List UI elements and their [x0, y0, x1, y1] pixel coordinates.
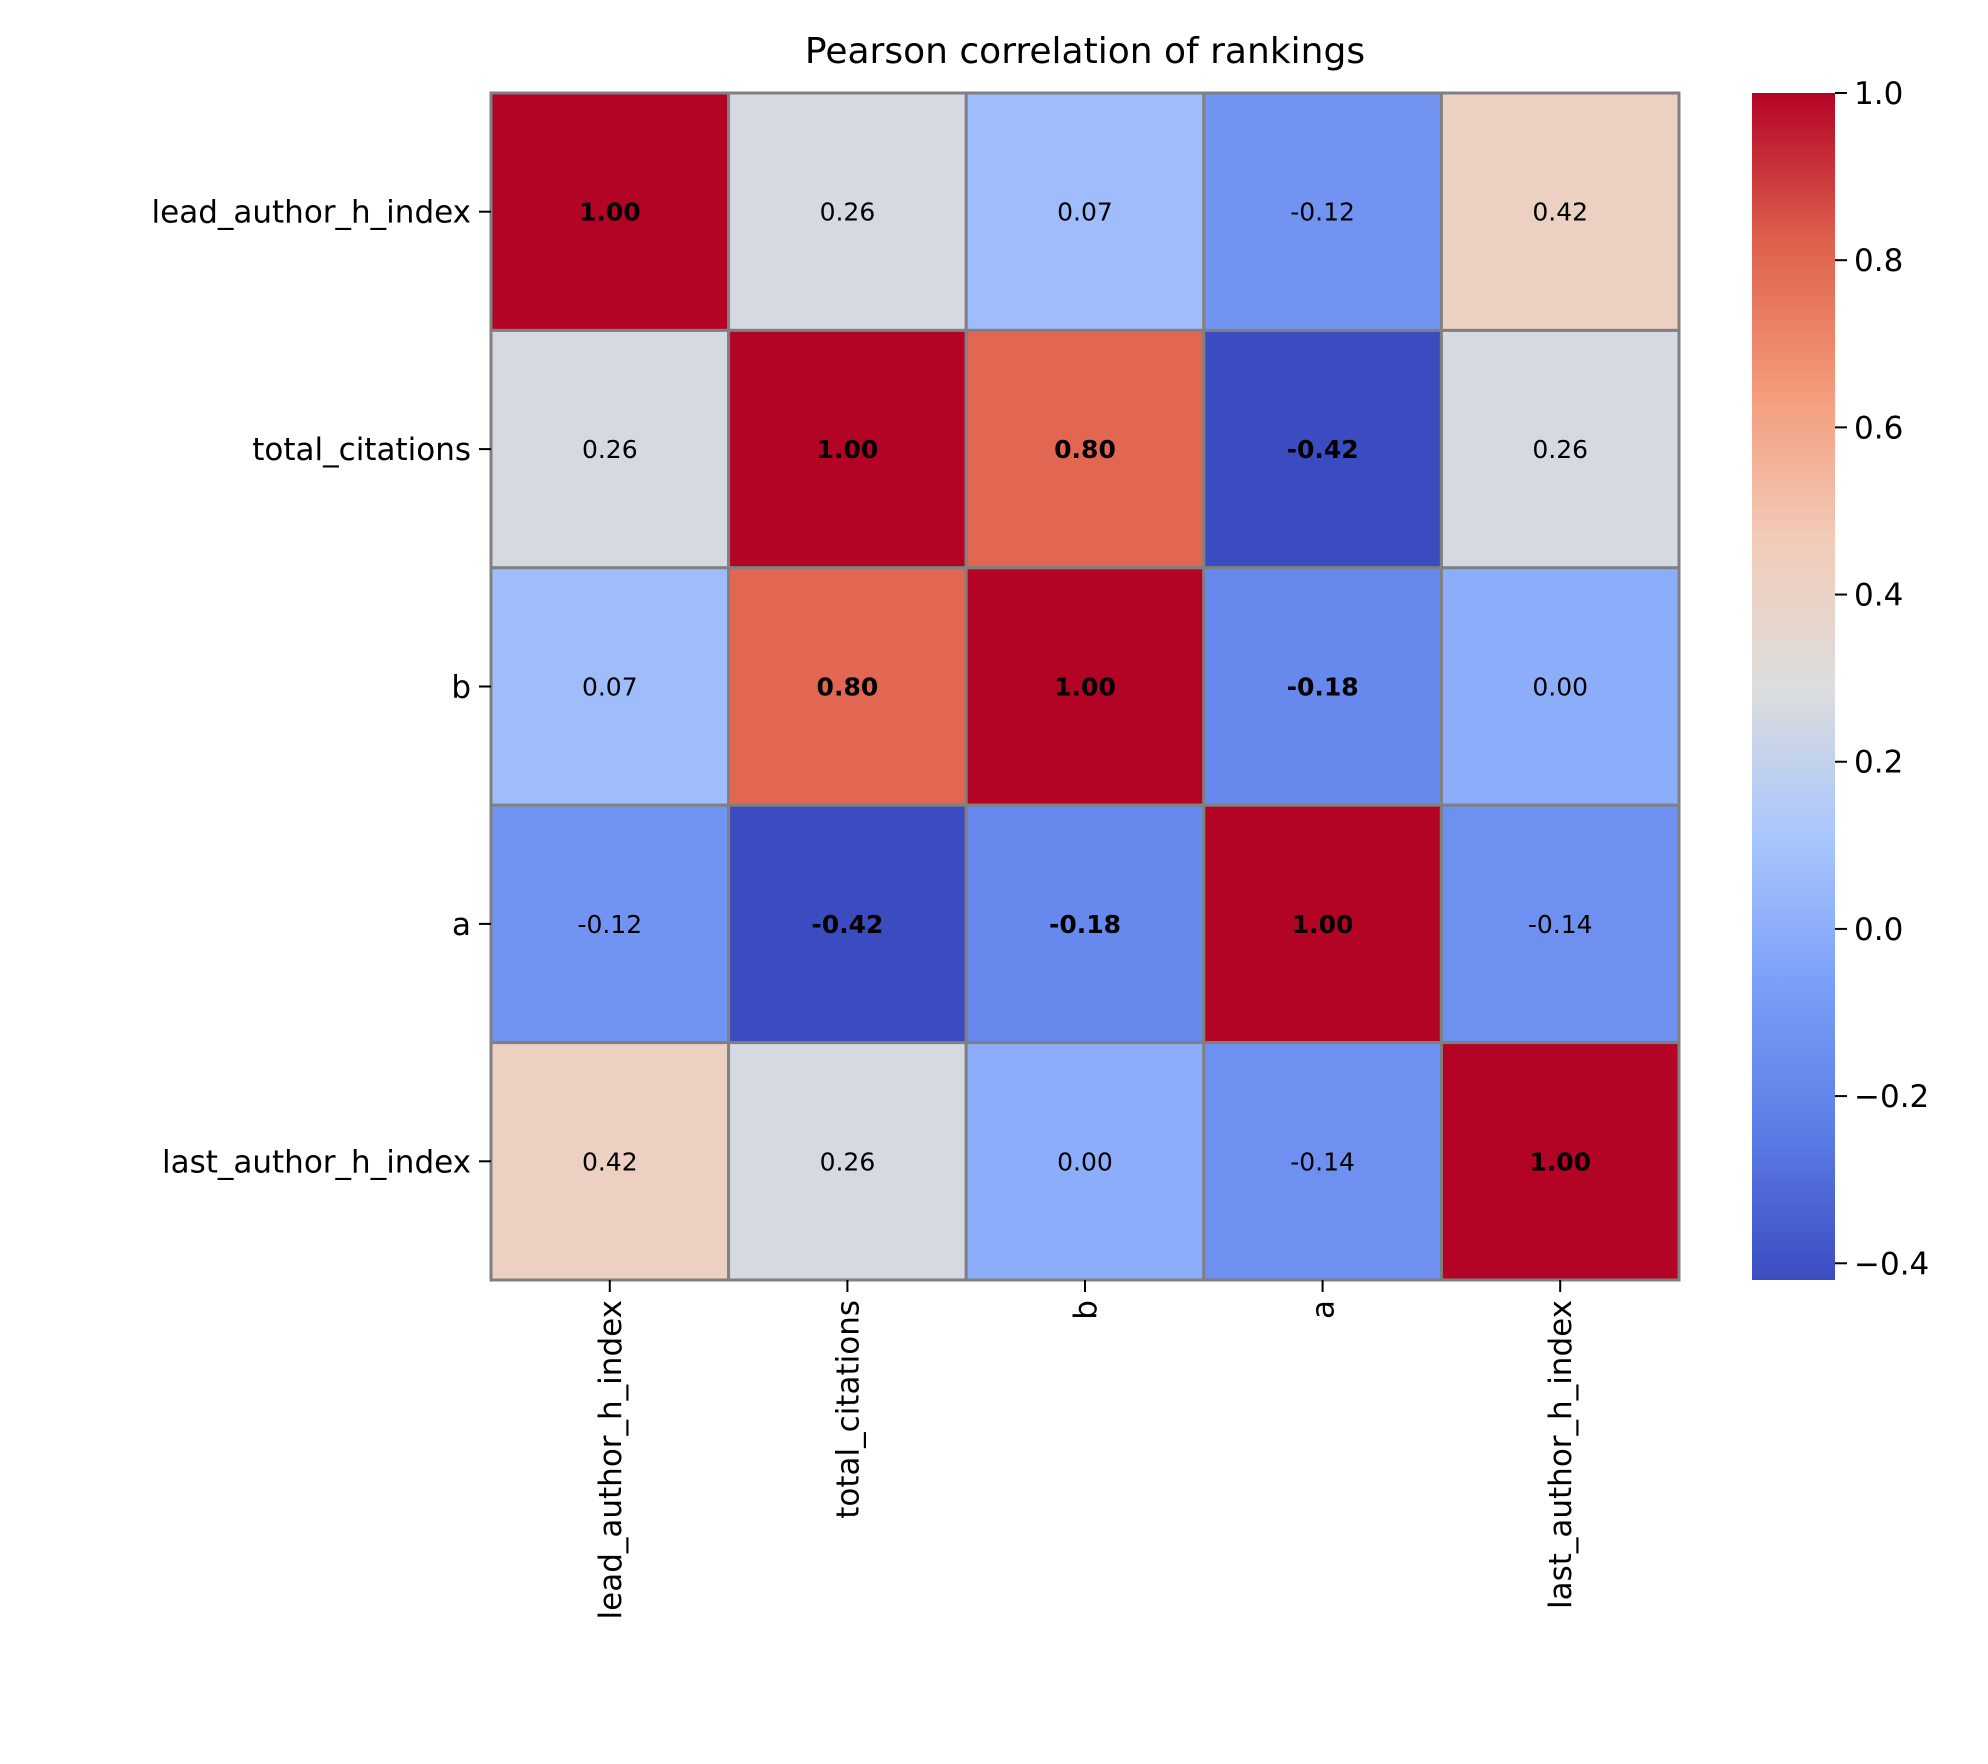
cell-annotation: -0.14	[1528, 910, 1593, 939]
heatmap-cell	[1439, 91, 1681, 332]
cell-annotation: 0.26	[820, 198, 876, 227]
cell-annotation: 1.00	[817, 435, 879, 464]
heatmap-cell	[964, 91, 1206, 332]
y-tick-label: total_citations	[252, 432, 471, 468]
y-tick-label: b	[451, 670, 471, 706]
heatmap-cell	[1202, 803, 1443, 1045]
heatmap-cell	[727, 803, 968, 1045]
cell-annotation: 0.26	[820, 1147, 876, 1176]
x-tick-label: total_citations	[830, 1300, 866, 1519]
colorbar-tick-label: 0.0	[1854, 912, 1903, 948]
cell-annotation: -0.12	[577, 910, 642, 939]
heatmap-cell	[1439, 803, 1681, 1045]
chart-title: Pearson correlation of rankings	[805, 31, 1365, 72]
cell-annotation: 0.80	[1054, 435, 1116, 464]
heatmap-cell	[964, 1041, 1206, 1282]
cell-annotation: -0.42	[1287, 435, 1359, 464]
x-tick-label: b	[1068, 1300, 1104, 1320]
cell-annotation: 0.26	[582, 435, 638, 464]
x-tick-label: a	[1306, 1300, 1342, 1319]
cell-annotation: 0.00	[1057, 1147, 1113, 1176]
cell-annotation: 0.07	[582, 673, 638, 702]
cell-annotation: 1.00	[579, 198, 641, 227]
colorbar-tick-label: 0.4	[1854, 578, 1903, 614]
heatmap-cell	[727, 91, 968, 332]
cell-annotation: -0.12	[1290, 198, 1355, 227]
heatmap-cell	[1202, 91, 1443, 332]
heatmap-cell	[489, 1041, 731, 1282]
colorbar-tick-label: 0.2	[1854, 745, 1903, 781]
heatmap-cell	[727, 566, 968, 807]
heatmap-cell	[489, 328, 731, 570]
colorbar-tick-label: −0.4	[1854, 1246, 1929, 1282]
y-tick-label: last_author_h_index	[162, 1144, 471, 1180]
heatmap-cell	[964, 803, 1206, 1045]
y-tick-label: a	[452, 907, 471, 943]
cell-annotation: 0.00	[1532, 673, 1588, 702]
colorbar-tick-label: 0.6	[1854, 410, 1903, 446]
x-tick-label: lead_author_h_index	[593, 1300, 629, 1619]
cell-annotation: 1.00	[1292, 910, 1354, 939]
cell-annotation: 1.00	[1054, 673, 1116, 702]
cell-annotation: 0.07	[1057, 198, 1113, 227]
cell-annotation: -0.42	[811, 910, 883, 939]
heatmap-cell	[1439, 1041, 1681, 1282]
cell-annotation: 1.00	[1529, 1147, 1591, 1176]
heatmap-cell	[727, 1041, 968, 1282]
heatmap-cell	[964, 328, 1206, 570]
colorbar-tick-label: 1.0	[1854, 76, 1903, 112]
heatmap-cell	[1439, 328, 1681, 570]
x-tick-label: last_author_h_index	[1543, 1300, 1579, 1609]
cell-annotation: -0.18	[1049, 910, 1121, 939]
heatmap-cell	[964, 566, 1206, 807]
colorbar-tick-label: 0.8	[1854, 243, 1903, 279]
heatmap-cell	[489, 91, 731, 332]
cell-annotation: 0.26	[1532, 435, 1588, 464]
cell-annotation: -0.14	[1290, 1147, 1355, 1176]
heatmap-cell	[1439, 566, 1681, 807]
cell-annotation: -0.18	[1287, 673, 1359, 702]
cell-annotation: 0.42	[1532, 198, 1588, 227]
cell-annotation: 0.80	[817, 673, 879, 702]
colorbar	[1752, 93, 1835, 1280]
y-tick-label: lead_author_h_index	[152, 195, 471, 231]
colorbar-tick-label: −0.2	[1854, 1079, 1929, 1115]
heatmap-cell	[1202, 566, 1443, 807]
cell-annotation: 0.42	[582, 1147, 638, 1176]
